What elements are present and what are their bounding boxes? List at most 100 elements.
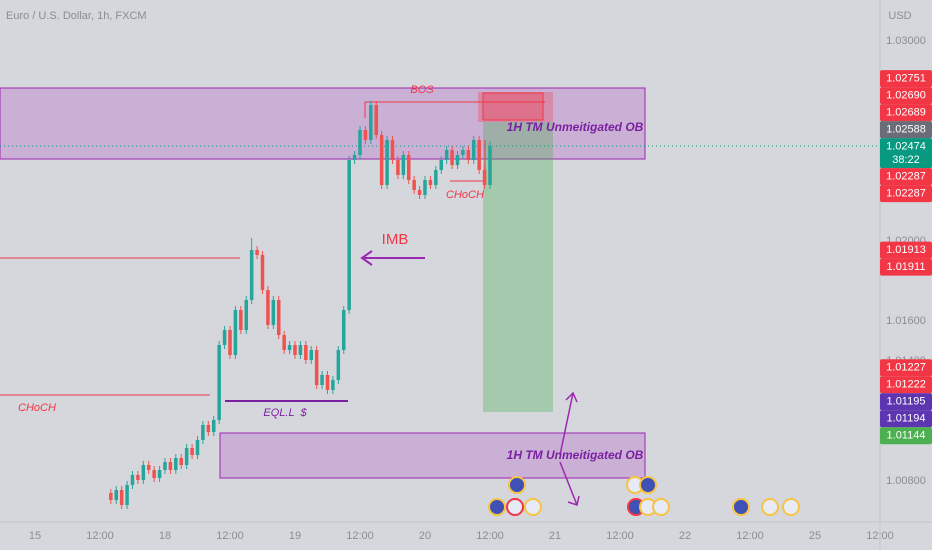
event-icon[interactable] [761,498,779,516]
candles [109,101,492,509]
candle-body [374,105,379,135]
candle-body [341,310,346,350]
candle-body [352,155,357,160]
candle-body [146,465,151,470]
candle-body [125,485,129,505]
event-icon[interactable] [782,498,800,516]
arrow [559,392,574,456]
x-tick-label: 21 [549,530,561,542]
candle-body [114,490,119,500]
candle-body [293,345,297,355]
price-badge-label: 1.01194 [887,413,926,425]
price-badge-label: 1.02689 [886,107,926,119]
currency: USD [888,10,911,22]
x-tick-label: 12:00 [216,530,244,542]
arrow-head [565,391,578,403]
candle-body [271,300,276,325]
price-badge-label: 1.02287 [886,188,926,200]
candle-body [141,465,146,480]
candle-body [119,490,124,505]
candle-body [152,470,156,478]
annotation: BOS [410,84,434,96]
event-icon[interactable] [652,498,670,516]
y-tick-label: 1.01600 [886,315,926,327]
candle-body [190,448,194,455]
candle-body [455,155,460,165]
candle-body [222,330,227,345]
price-badge-label: 1.01913 [886,244,926,256]
price-badge-label: 1.02690 [886,90,926,102]
price-badge-label: 1.02751 [886,73,926,85]
x-tick-label: 12:00 [346,530,374,542]
event-icon[interactable] [508,476,526,494]
x-tick-label: 12:00 [86,530,114,542]
price-badge [880,138,932,169]
price-badge [880,87,932,105]
candle-body [379,135,384,185]
annotation: CHoCH [446,189,484,201]
candle-body [276,300,281,335]
order-block-zone [0,87,646,160]
candle-body [471,140,476,160]
candle-body [282,335,286,350]
price-badge-label: 1.02287 [886,171,926,183]
price-badge-label: 1.01195 [887,396,926,408]
candle-body [109,493,113,500]
event-icon[interactable] [524,498,542,516]
annotation: IMB [382,231,409,248]
candle-body [336,350,341,380]
position-stop-zone [478,92,553,122]
arrow [559,461,578,506]
annotation: EQL.L $ [263,407,307,419]
candle-body [439,160,444,170]
price-badge [880,168,932,186]
candle-body [195,440,200,455]
candle-body [217,345,221,420]
candle-body [298,345,303,355]
countdown: 38:22 [892,154,920,166]
candle-body [260,255,265,290]
candle-body [309,350,314,360]
candle-body [369,105,373,140]
x-tick-label: 12:00 [476,530,504,542]
price-badge [880,376,932,394]
x-tick-label: 22 [679,530,691,542]
candle-body [417,190,422,195]
candle-body [163,462,167,470]
candle-body [488,146,492,185]
event-icon[interactable] [488,498,506,516]
candle-body [406,155,411,180]
candle-body [228,330,232,355]
y-tick-label: 1.00800 [886,475,926,487]
event-icon[interactable] [732,498,750,516]
candle-body [428,180,433,185]
arrow-head [567,495,580,506]
event-icon[interactable] [639,476,657,494]
x-tick-label: 15 [29,530,41,542]
candle-body [136,475,140,480]
position-target-zone [483,122,553,412]
price-badge [880,185,932,203]
candle-body [201,425,205,440]
candle-body [390,140,395,160]
candle-body [450,150,454,165]
x-tick-label: 12:00 [866,530,894,542]
candle-body [184,448,189,465]
candle-body [211,420,216,432]
candle-body [482,170,487,185]
annotations: BOS 1H TM Unmeitigated OB CHoCH IMB CHoC… [18,84,644,462]
y-tick-label: 1.03000 [886,35,926,47]
supply-box [482,92,544,121]
price-badge [880,258,932,276]
annotation: 1H TM Unmeitigated OB [507,448,644,462]
candle-body [331,380,335,390]
candle-body [466,150,471,160]
price-badge-label: 1.01227 [886,362,926,374]
event-icons [488,476,800,516]
candle-body [239,310,243,330]
annotation: CHoCH [18,402,56,414]
price-badge [880,410,932,428]
candle-body [434,170,438,185]
event-icon[interactable] [506,498,524,516]
